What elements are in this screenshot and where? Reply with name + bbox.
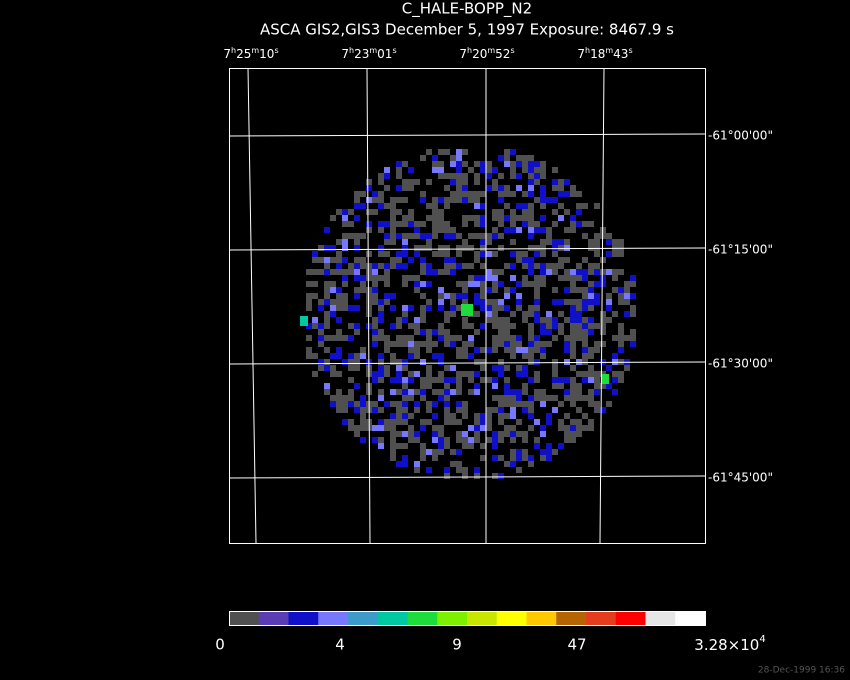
ra-value: 18 (590, 47, 605, 61)
colorbar-label: 47 (567, 636, 586, 654)
colorbar-frame (229, 611, 706, 626)
frame (229, 68, 706, 544)
colorbar-max-label: 3.28×104 (694, 634, 765, 654)
ra-unit: h (349, 46, 354, 55)
ra-value: 7 (459, 47, 467, 61)
ra-unit: m (251, 46, 259, 55)
colorbar-swatch (526, 611, 557, 625)
coordinate-grid (228, 67, 706, 544)
grid-line (228, 361, 706, 365)
colorbar-label: 4 (335, 636, 345, 654)
mantissa: 3.28×10 (694, 636, 759, 654)
colorbar-swatch (437, 611, 468, 625)
source (461, 304, 473, 316)
colorbar-swatch (675, 611, 706, 625)
dec-label: -61°00'00" (708, 129, 773, 143)
colorbar-swatch (615, 611, 646, 625)
colorbar-swatch (377, 611, 408, 625)
ra-label: 7h25m10s (223, 46, 278, 61)
ra-unit: h (467, 46, 472, 55)
ra-label: 7h18m43s (577, 46, 632, 61)
ra-unit: m (605, 46, 613, 55)
ra-value: 10 (259, 47, 274, 61)
ra-unit: s (510, 46, 514, 55)
ra-value: 23 (354, 47, 369, 61)
ra-unit: m (487, 46, 495, 55)
ra-label: 7h23m01s (341, 46, 396, 61)
dec-label: -61°15'00" (708, 243, 773, 257)
colorbar-swatch (407, 611, 438, 625)
ra-value: 01 (377, 47, 392, 61)
ra-value: 20 (472, 47, 487, 61)
ra-unit: h (231, 46, 236, 55)
grid-line (228, 247, 706, 251)
ra-unit: h (585, 46, 590, 55)
source (300, 316, 308, 326)
image (300, 149, 636, 479)
ra-unit: m (369, 46, 377, 55)
ra-unit: s (392, 46, 396, 55)
ra-value: 7 (341, 47, 349, 61)
ra-value: 52 (495, 47, 510, 61)
ra-value: 7 (223, 47, 231, 61)
low-pixels (306, 149, 636, 479)
title: C_HALE-BOPP_N2 (402, 0, 532, 19)
ra-value: 43 (613, 47, 628, 61)
colorbar-swatch (348, 611, 379, 625)
colorbar-swatch (318, 611, 349, 625)
ra-unit: s (628, 46, 632, 55)
ra-unit: s (274, 46, 278, 55)
colorbar-swatch (467, 611, 498, 625)
colorbar-swatch (586, 611, 617, 625)
source (601, 374, 609, 384)
colorbar-swatch (556, 611, 587, 625)
subtitle: ASCA GIS2,GIS3 December 5, 1997 Exposure… (260, 21, 674, 39)
grid-line (599, 67, 605, 544)
exponent: 4 (759, 634, 765, 645)
colorbar-swatch (496, 611, 527, 625)
grid-line (247, 67, 257, 544)
timestamp: 28-Dec-1999 16:36 (758, 666, 845, 676)
colorbar-label: 0 (215, 636, 225, 654)
grid-line (228, 133, 706, 137)
ra-value: 25 (236, 47, 251, 61)
dec-label: -61°45'00" (708, 471, 773, 485)
colorbar-swatch (645, 611, 676, 625)
dec-label: -61°30'00" (708, 357, 773, 371)
colorbar-swatch (229, 611, 260, 625)
colorbar-swatch (288, 611, 319, 625)
colorbar-label: 9 (452, 636, 462, 654)
ra-value: 7 (577, 47, 585, 61)
grid-line (366, 67, 371, 544)
axis-labels: 7h25m10s 7h23m01s 7h20m52s 7h18m43s-61°00'0… (223, 46, 773, 485)
grid-line (228, 475, 706, 479)
colorbar-swatch (258, 611, 289, 625)
colorbar: 0 4 9 47 3.28×104 (215, 611, 766, 654)
ra-label: 7h20m52s (459, 46, 514, 61)
